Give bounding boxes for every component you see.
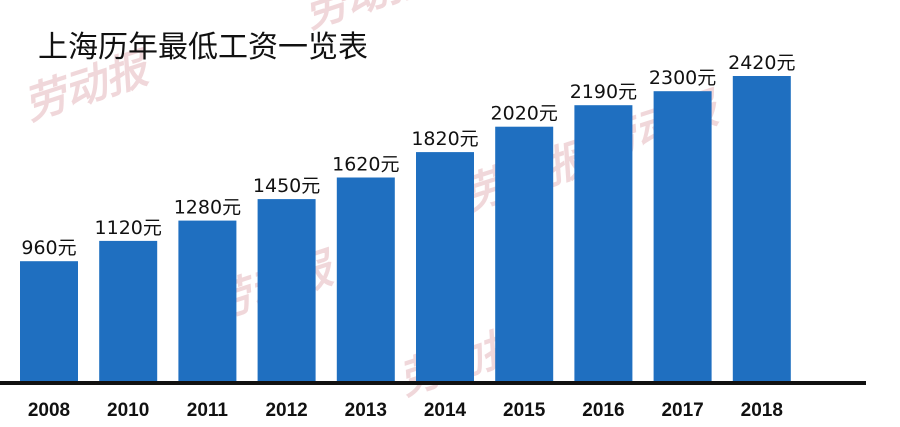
x-tick-label-2015: 2015 xyxy=(503,400,546,421)
value-label-2010: 1120元 xyxy=(95,217,162,239)
bars-group xyxy=(20,76,791,383)
x-tick-label-2008: 2008 xyxy=(28,400,70,421)
value-label-2016: 2190元 xyxy=(570,81,637,103)
bar-2014 xyxy=(416,152,474,383)
x-tick-label-2010: 2010 xyxy=(107,400,149,421)
chart-title: 上海历年最低工资一览表 xyxy=(38,30,368,65)
value-label-2013: 1620元 xyxy=(332,154,399,176)
value-label-2014: 1820元 xyxy=(411,128,478,150)
x-tick-label-2014: 2014 xyxy=(424,400,467,421)
value-label-2017: 2300元 xyxy=(649,67,716,89)
x-tick-labels-group: 2008 2010 2011 2012 2013 2014 2015 2016 2017 2018 xyxy=(28,400,783,421)
x-tick-label-2012: 2012 xyxy=(265,400,307,421)
bar-2017 xyxy=(653,91,712,383)
value-label-2012: 1450元 xyxy=(253,175,320,197)
value-label-2011: 1280元 xyxy=(174,197,241,219)
value-label-2015: 2020元 xyxy=(491,103,558,125)
bar-2018 xyxy=(732,76,791,383)
value-label-2018: 2420元 xyxy=(728,52,795,74)
bar-2015 xyxy=(495,126,554,383)
bar-2010 xyxy=(99,240,158,383)
bar-2016 xyxy=(574,105,633,383)
bar-2008 xyxy=(20,261,78,383)
bar-2013 xyxy=(336,177,395,383)
bar-2012 xyxy=(257,199,316,383)
x-tick-label-2017: 2017 xyxy=(661,400,703,421)
x-tick-label-2013: 2013 xyxy=(345,400,387,421)
value-label-2008: 960元 xyxy=(21,237,76,259)
x-tick-label-2016: 2016 xyxy=(582,400,624,421)
x-tick-label-2018: 2018 xyxy=(741,400,783,421)
value-labels-group: 960元 1120元 1280元 1450元 1620元 1820元 2020元 2190元 2… xyxy=(21,52,795,259)
x-tick-label-2011: 2011 xyxy=(187,400,229,421)
bar-2011 xyxy=(178,220,237,383)
